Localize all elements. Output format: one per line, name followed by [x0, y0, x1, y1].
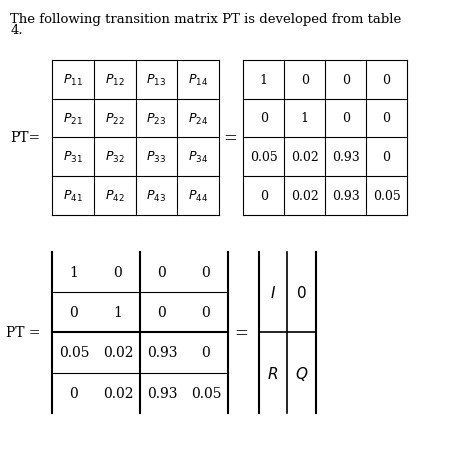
Text: $P_{22}$: $P_{22}$	[105, 111, 125, 126]
Text: The following transition matrix PT is developed from table: The following transition matrix PT is de…	[10, 13, 401, 26]
Text: =: =	[223, 129, 237, 147]
Text: $P_{21}$: $P_{21}$	[63, 111, 83, 126]
Text: 0: 0	[301, 73, 309, 87]
Text: $P_{34}$: $P_{34}$	[188, 150, 208, 165]
Text: 1: 1	[70, 265, 78, 279]
Text: =: =	[234, 324, 248, 341]
Text: PT=: PT=	[10, 131, 40, 145]
Text: 0.93: 0.93	[147, 346, 177, 360]
Text: 0.02: 0.02	[291, 151, 319, 164]
Text: 0: 0	[201, 346, 210, 360]
Text: $P_{42}$: $P_{42}$	[105, 189, 125, 204]
Text: 0: 0	[114, 265, 122, 279]
Text: 0: 0	[70, 386, 78, 400]
Text: 1: 1	[114, 306, 122, 319]
Text: 0: 0	[260, 190, 268, 203]
Text: $P_{12}$: $P_{12}$	[105, 72, 125, 88]
Text: $P_{23}$: $P_{23}$	[146, 111, 166, 126]
Text: 0: 0	[70, 306, 78, 319]
Text: 0: 0	[383, 151, 391, 164]
Text: $\mathit{Q}$: $\mathit{Q}$	[295, 364, 309, 382]
Text: 0.02: 0.02	[103, 346, 133, 360]
Text: PT =: PT =	[6, 326, 40, 340]
Text: $P_{32}$: $P_{32}$	[105, 150, 125, 165]
Text: 0: 0	[201, 306, 210, 319]
Text: 0.05: 0.05	[191, 386, 221, 400]
Text: 1: 1	[260, 73, 268, 87]
Text: $P_{24}$: $P_{24}$	[188, 111, 208, 126]
Text: 0.05: 0.05	[373, 190, 401, 203]
Text: 0: 0	[342, 112, 350, 125]
Text: $P_{33}$: $P_{33}$	[146, 150, 166, 165]
Text: 0: 0	[383, 112, 391, 125]
Text: 0.05: 0.05	[250, 151, 278, 164]
Text: 0: 0	[157, 265, 166, 279]
Text: 4.: 4.	[10, 24, 23, 37]
Text: $P_{43}$: $P_{43}$	[146, 189, 166, 204]
Text: $P_{44}$: $P_{44}$	[188, 189, 208, 204]
Text: 0: 0	[260, 112, 268, 125]
Text: $\mathit{I}$: $\mathit{I}$	[270, 285, 276, 300]
Text: $P_{13}$: $P_{13}$	[146, 72, 166, 88]
Text: 0: 0	[157, 306, 166, 319]
Text: 1: 1	[301, 112, 309, 125]
Text: 0.02: 0.02	[291, 190, 319, 203]
Text: 0.93: 0.93	[332, 151, 360, 164]
Text: $\mathit{0}$: $\mathit{0}$	[296, 285, 307, 300]
Text: 0.05: 0.05	[59, 346, 89, 360]
Text: $P_{31}$: $P_{31}$	[63, 150, 83, 165]
Text: $P_{11}$: $P_{11}$	[63, 72, 83, 88]
Text: 0.02: 0.02	[103, 386, 133, 400]
Text: $P_{14}$: $P_{14}$	[188, 72, 208, 88]
Text: 0: 0	[201, 265, 210, 279]
Text: 0.93: 0.93	[332, 190, 360, 203]
Text: $P_{41}$: $P_{41}$	[63, 189, 83, 204]
Text: 0: 0	[383, 73, 391, 87]
Text: 0.93: 0.93	[147, 386, 177, 400]
Text: 0: 0	[342, 73, 350, 87]
Text: $\mathit{R}$: $\mathit{R}$	[267, 365, 279, 381]
